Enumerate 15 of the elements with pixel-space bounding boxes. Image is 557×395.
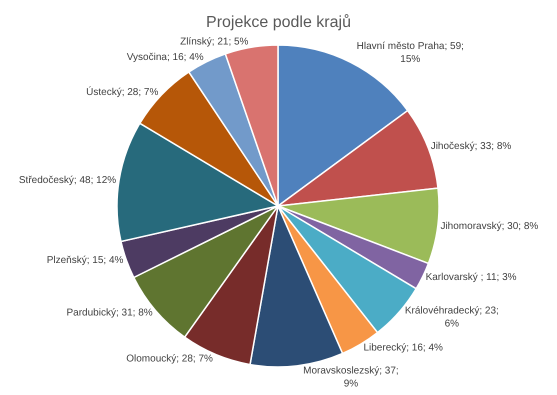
slice-label: Karlovarský ; 11; 3% <box>426 272 517 283</box>
slice-label: Hlavní město Praha; 59; 15% <box>356 40 464 65</box>
chart-title: Projekce podle krajů <box>206 14 351 31</box>
slice-label: Jihomoravský; 30; 8% <box>440 220 538 232</box>
slice-label: Středočeský; 48; 12% <box>18 174 116 186</box>
slice-label: Královéhradecký; 23; 6% <box>404 306 499 330</box>
slice-label: Olomoucký; 28; 7% <box>126 354 214 365</box>
slice-label: Ústecký; 28; 7% <box>86 86 158 98</box>
slice-label: Jihočeský; 33; 8% <box>430 141 512 152</box>
slice-label: Plzeňský; 15; 4% <box>46 254 124 266</box>
slice-label: Moravskoslezský; 37; 9% <box>303 366 399 390</box>
slice-label: Pardubický; 31; 8% <box>66 307 153 318</box>
slice-label: Liberecký; 16; 4% <box>363 342 444 354</box>
slice-label: Zlínský; 21; 5% <box>180 36 249 48</box>
slice-label: Vysočina; 16; 4% <box>126 52 204 63</box>
